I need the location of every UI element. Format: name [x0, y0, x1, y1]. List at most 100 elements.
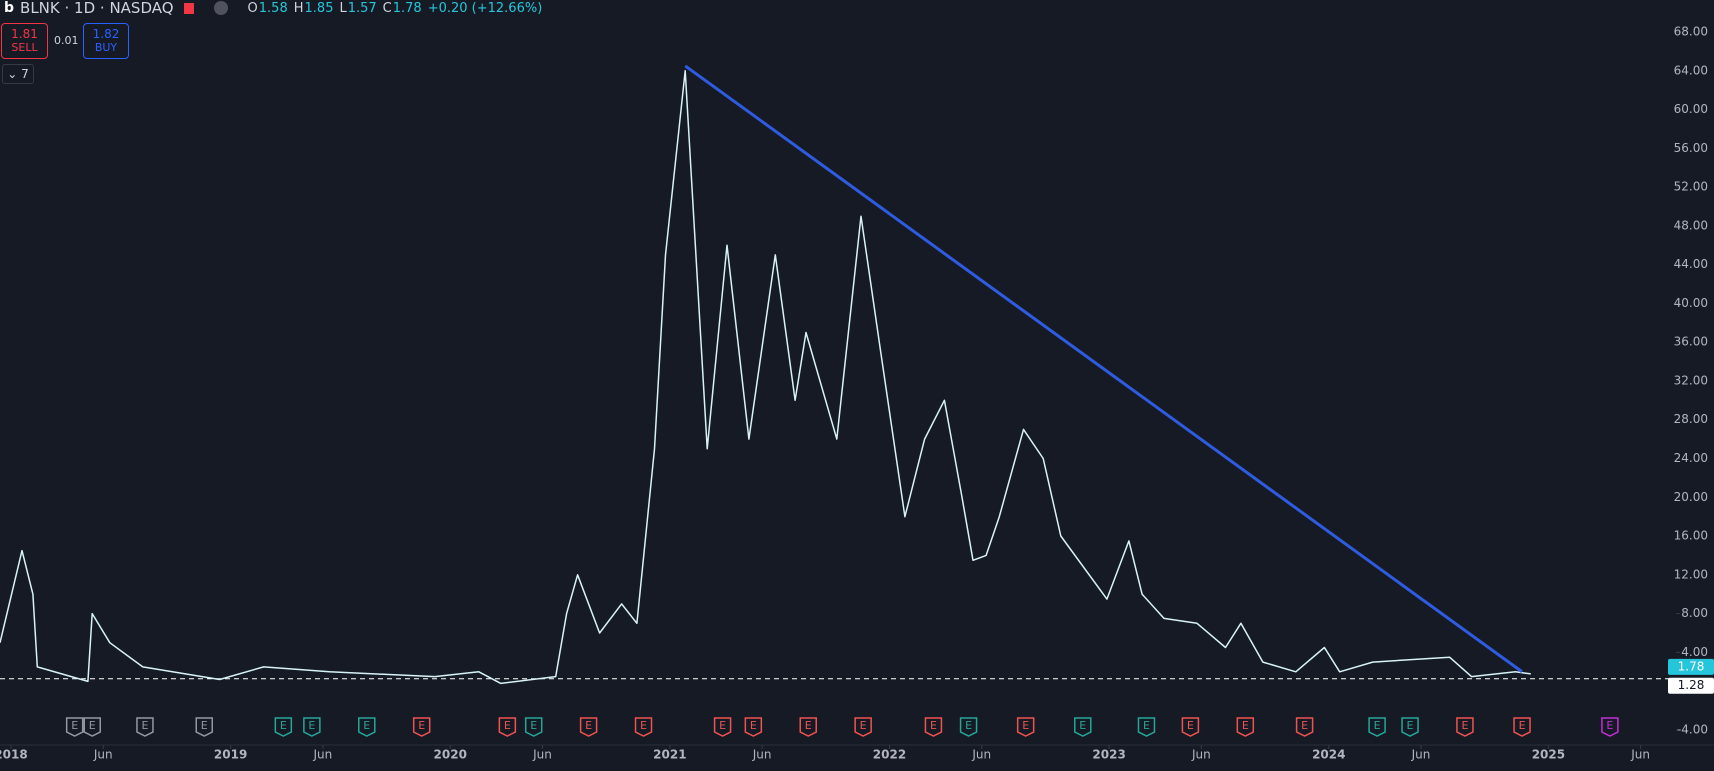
- earnings-badge: [713, 717, 732, 737]
- symbol-header: b BLNK · 1D · NASDAQ O 1.58 H 1.85 L 1.57 C 1.7…: [4, 0, 542, 17]
- x-tick-label: 2022: [873, 748, 906, 762]
- earnings-marker[interactable]: E: [854, 717, 872, 737]
- y-tick-label: 24.00: [1674, 451, 1708, 465]
- earnings-marker[interactable]: E: [634, 717, 653, 737]
- earnings-marker[interactable]: E: [274, 717, 293, 737]
- earnings-label: E: [965, 719, 972, 732]
- spread: 0.01: [54, 34, 79, 47]
- earnings-badge: [799, 717, 817, 737]
- earnings-label: E: [363, 719, 370, 732]
- earnings-label: E: [805, 719, 812, 732]
- x-tick-label: Jun: [752, 748, 772, 762]
- earnings-marker[interactable]: E: [1016, 717, 1035, 737]
- earnings-marker[interactable]: E: [1401, 717, 1419, 737]
- earnings-badge: [1456, 717, 1474, 737]
- y-tick-label: 60.00: [1674, 102, 1708, 116]
- logo: b: [4, 0, 15, 16]
- y-tick-label: 20.00: [1674, 490, 1708, 504]
- indicators-toggle[interactable]: ⌄ 7: [2, 64, 34, 84]
- earnings-badge: [1368, 717, 1386, 737]
- indicators-count: 7: [21, 67, 29, 81]
- earnings-label: E: [640, 719, 647, 732]
- earnings-marker[interactable]: E: [498, 717, 517, 737]
- earnings-badge: [274, 717, 293, 737]
- flag[interactable]: [183, 2, 194, 14]
- earnings-marker[interactable]: E: [1601, 717, 1619, 737]
- earnings-label: E: [585, 719, 592, 732]
- earnings-marker[interactable]: E: [1074, 717, 1092, 737]
- earnings-marker[interactable]: E: [303, 717, 321, 737]
- sell-button[interactable]: 1.81 SELL: [1, 23, 48, 59]
- earnings-label: E: [1187, 719, 1194, 732]
- earnings-badge: [1137, 717, 1156, 737]
- x-tick-label: Jun: [93, 748, 113, 762]
- earnings-label: E: [418, 719, 425, 732]
- buy-button[interactable]: 1.82 BUY: [83, 23, 129, 59]
- earnings-marker[interactable]: E: [195, 717, 214, 737]
- earnings-marker[interactable]: E: [579, 717, 598, 737]
- earnings-marker[interactable]: E: [799, 717, 817, 737]
- earnings-badge: [136, 717, 154, 737]
- earnings-label: E: [750, 719, 757, 732]
- earnings-marker[interactable]: E: [924, 717, 943, 737]
- earnings-marker[interactable]: E: [1295, 717, 1314, 737]
- earnings-marker[interactable]: E: [412, 717, 431, 737]
- earnings-marker[interactable]: E: [713, 717, 732, 737]
- earnings-badge: [924, 717, 943, 737]
- x-tick-label: 2020: [434, 748, 467, 762]
- x-tick-label: Jun: [312, 748, 332, 762]
- earnings-label: E: [1606, 719, 1613, 732]
- buy-label: BUY: [94, 41, 118, 54]
- earnings-label: E: [504, 719, 511, 732]
- y-tick-label: 4.00: [1681, 645, 1708, 659]
- earnings-label: E: [719, 719, 726, 732]
- x-tick-label: 2018: [0, 748, 28, 762]
- earnings-marker[interactable]: E: [744, 717, 763, 737]
- earnings-marker[interactable]: E: [1137, 717, 1156, 737]
- earnings-badge: [498, 717, 517, 737]
- y-tick-label: 56.00: [1674, 141, 1708, 155]
- ohlc-value: 1.57: [347, 0, 377, 16]
- earnings-marker[interactable]: E: [1513, 717, 1531, 737]
- earnings-badge: [1401, 717, 1419, 737]
- earnings-label: E: [1242, 719, 1249, 732]
- ohlc-value: 1.58: [258, 0, 288, 16]
- x-tick-label: Jun: [971, 748, 991, 762]
- y-tick-label: 68.00: [1674, 24, 1708, 38]
- price-label: 1.28: [1678, 678, 1705, 692]
- earnings-marker[interactable]: E: [65, 717, 84, 737]
- earnings-label: E: [1407, 719, 1414, 732]
- y-tick-label: 48.00: [1674, 218, 1708, 232]
- earnings-badge: [1181, 717, 1200, 737]
- price-label-box: [1668, 677, 1714, 694]
- earnings-marker[interactable]: E: [1181, 717, 1200, 737]
- x-tick-label: 2025: [1532, 748, 1565, 762]
- earnings-label: E: [1079, 719, 1086, 732]
- hide-button[interactable]: [213, 1, 228, 15]
- earnings-marker[interactable]: E: [136, 717, 154, 737]
- x-tick-label: Jun: [1630, 748, 1650, 762]
- earnings-badge: [1513, 717, 1531, 737]
- earnings-badge: [1016, 717, 1035, 737]
- ohlc-label: C: [382, 0, 392, 16]
- earnings-marker[interactable]: E: [83, 717, 101, 737]
- y-tick-label: 52.00: [1674, 180, 1708, 194]
- earnings-badge: [959, 717, 978, 737]
- earnings-badge: [358, 717, 376, 737]
- earnings-badge: [634, 717, 653, 737]
- earnings-marker[interactable]: E: [1456, 717, 1474, 737]
- earnings-marker[interactable]: E: [959, 717, 978, 737]
- y-tick-label: 32.00: [1674, 373, 1708, 387]
- x-tick-label: Jun: [1191, 748, 1211, 762]
- earnings-marker[interactable]: E: [1368, 717, 1386, 737]
- buy-price: 1.82: [92, 27, 120, 41]
- x-tick-label: 2023: [1092, 748, 1125, 762]
- symbol[interactable]: BLNK · 1D · NASDAQ: [20, 0, 174, 17]
- earnings-marker[interactable]: E: [358, 717, 376, 737]
- earnings-label: E: [280, 719, 287, 732]
- y-tick-label: 64.00: [1674, 63, 1708, 77]
- price-label-box: [1668, 658, 1714, 675]
- earnings-marker[interactable]: E: [1236, 717, 1255, 737]
- earnings-marker[interactable]: E: [524, 717, 543, 737]
